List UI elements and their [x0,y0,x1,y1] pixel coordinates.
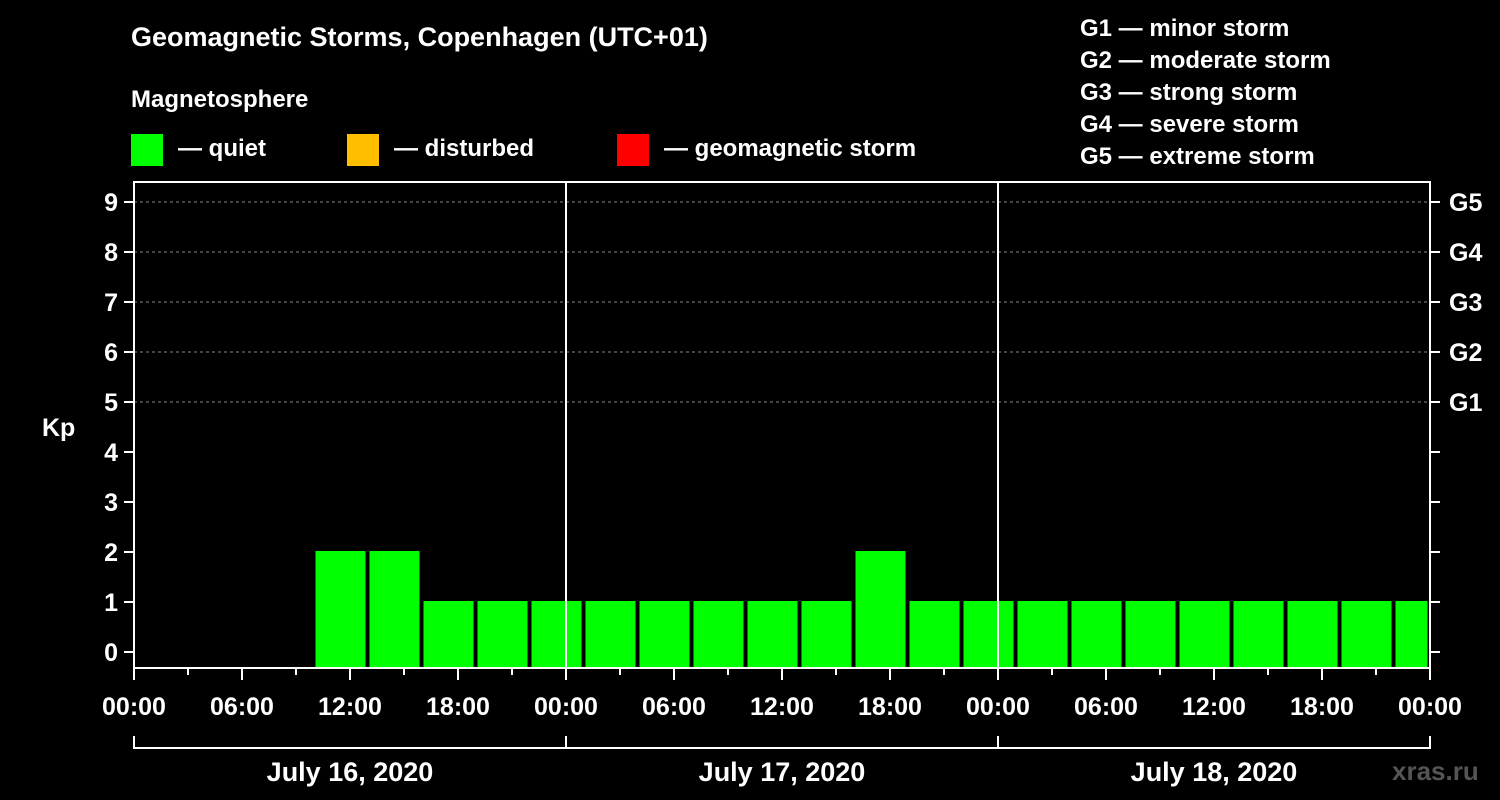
storm-scale-g3: G3 — strong storm [1080,79,1298,106]
x-tick-label: 18:00 [1290,693,1354,721]
storm-scale-g2: G2 — moderate storm [1080,47,1331,74]
legend-swatch-quiet [131,134,163,166]
y-tick-label: 9 [104,189,118,217]
kp-bar [585,601,636,668]
x-tick-label: 18:00 [858,693,922,721]
y-tick-label: 8 [104,239,118,267]
kp-bar [1179,601,1230,668]
legend-swatch-storm [617,134,649,166]
storm-scale-g5: G5 — extreme storm [1080,143,1315,170]
kp-bar [1395,601,1428,668]
kp-bar [315,551,366,668]
chart-title: Geomagnetic Storms, Copenhagen (UTC+01) [131,22,708,52]
y-tick-label: 3 [104,489,118,517]
legend-swatch-disturbed [347,134,379,166]
legend-label-disturbed: — disturbed [394,135,535,162]
kp-bar [423,601,474,668]
y-tick-label: 0 [104,639,118,667]
kp-bar [1125,601,1176,668]
x-tick-label: 00:00 [102,693,166,721]
y-tick-label: 4 [104,439,118,467]
day-label: July 17, 2020 [699,757,866,787]
g-scale-label: G1 [1449,389,1482,417]
kp-bar [1287,601,1338,668]
kp-bar [693,601,744,668]
g-scale-label: G5 [1449,189,1482,217]
kp-bar [639,601,690,668]
x-tick-label: 00:00 [1398,693,1462,721]
kp-bar [747,601,798,668]
storm-scale-g1: G1 — minor storm [1080,15,1290,42]
kp-bar [801,601,852,668]
x-tick-label: 00:00 [966,693,1030,721]
x-tick-label: 00:00 [534,693,598,721]
g-scale-label: G4 [1449,239,1482,267]
x-tick-label: 18:00 [426,693,490,721]
legend-label-quiet: — quiet [178,135,266,162]
kp-bar [531,601,582,668]
x-tick-label: 06:00 [1074,693,1138,721]
storm-scale-g4: G4 — severe storm [1080,111,1299,138]
x-tick-label: 06:00 [210,693,274,721]
g-scale-label: G2 [1449,339,1482,367]
kp-bar [1017,601,1068,668]
y-axis-label: Kp [42,414,76,442]
kp-bar [855,551,906,668]
watermark: xras.ru [1392,756,1479,786]
day-label: July 18, 2020 [1131,757,1298,787]
legend-label-storm: — geomagnetic storm [664,135,917,162]
y-tick-label: 2 [104,539,118,567]
y-tick-label: 6 [104,339,118,367]
x-tick-label: 12:00 [318,693,382,721]
y-tick-label: 5 [104,389,118,417]
g-scale-label: G3 [1449,289,1482,317]
kp-bar [477,601,528,668]
x-tick-label: 12:00 [750,693,814,721]
kp-bar [963,601,1014,668]
y-tick-label: 1 [104,589,118,617]
kp-bar [1233,601,1284,668]
legend-heading: Magnetosphere [131,86,309,113]
x-tick-label: 06:00 [642,693,706,721]
day-label: July 16, 2020 [267,757,434,787]
kp-bar [1071,601,1122,668]
x-tick-label: 12:00 [1182,693,1246,721]
kp-bar [369,551,420,668]
kp-bar [909,601,960,668]
kp-bar [1341,601,1392,668]
y-tick-label: 7 [104,289,118,317]
